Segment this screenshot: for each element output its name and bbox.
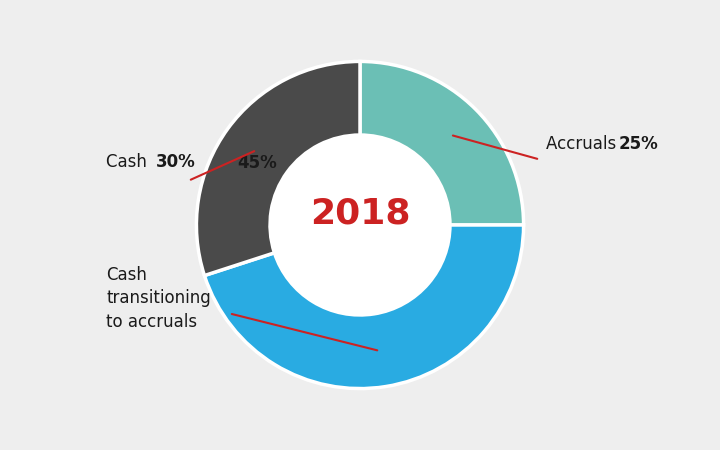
Text: 45%: 45% (238, 154, 277, 172)
Text: 2018: 2018 (310, 197, 410, 230)
Text: 30%: 30% (156, 153, 195, 171)
Wedge shape (360, 61, 523, 225)
Text: Cash
transitioning
to accruals: Cash transitioning to accruals (107, 266, 211, 331)
Text: 25%: 25% (618, 135, 658, 153)
Wedge shape (197, 61, 360, 275)
Text: Accruals: Accruals (546, 135, 622, 153)
Circle shape (270, 135, 450, 315)
Wedge shape (204, 225, 523, 389)
Text: Cash: Cash (107, 153, 153, 171)
